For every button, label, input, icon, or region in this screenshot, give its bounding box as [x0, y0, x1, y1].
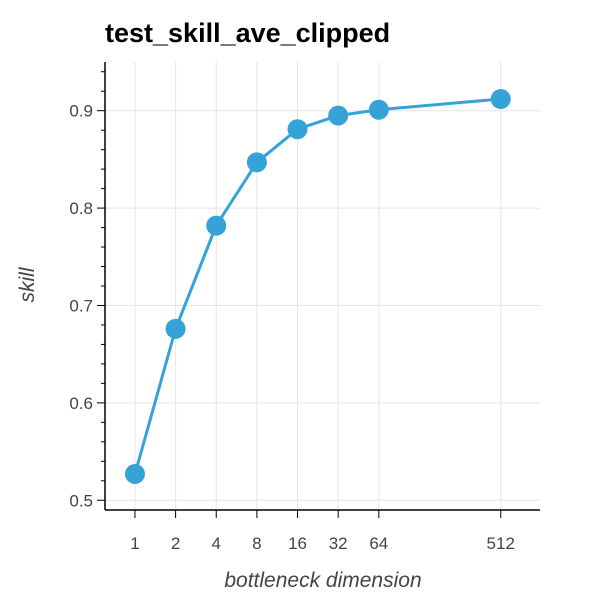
y-tick-label: 0.8 — [69, 199, 93, 218]
data-point — [165, 318, 186, 339]
data-point — [206, 215, 227, 236]
x-tick-label: 32 — [329, 534, 348, 553]
data-point — [328, 105, 349, 126]
series-line — [133, 97, 501, 475]
x-tick-label: 1 — [130, 534, 139, 553]
x-tick-label: 512 — [487, 534, 515, 553]
y-axis-label: skill — [16, 266, 39, 302]
data-point — [490, 89, 511, 110]
x-tick-label: 2 — [171, 534, 180, 553]
tick-layer: 0.5 0.6 0.7 0.8 0.9 1 2 4 8 16 32 64 512 — [69, 71, 515, 553]
y-tick-label: 0.7 — [69, 296, 93, 315]
series-layer — [124, 89, 511, 484]
x-axis-label: bottleneck dimension — [224, 569, 421, 592]
data-point — [287, 119, 308, 140]
grid-layer — [105, 62, 540, 510]
x-tick-label: 64 — [369, 534, 388, 553]
y-tick-label: 0.6 — [69, 394, 93, 413]
y-tick-label: 0.9 — [69, 102, 93, 121]
data-point — [124, 463, 145, 484]
x-tick-label: 16 — [288, 534, 307, 553]
x-tick-label: 4 — [212, 534, 221, 553]
x-tick-label: 8 — [252, 534, 261, 553]
data-point — [246, 152, 267, 173]
chart-title: test_skill_ave_clipped — [105, 18, 390, 48]
data-point — [368, 99, 389, 120]
axes-layer — [104, 62, 540, 511]
y-tick-label: 0.5 — [69, 491, 93, 510]
